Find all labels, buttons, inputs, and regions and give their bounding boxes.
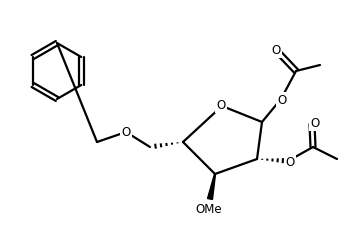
Text: O: O [121,126,131,139]
Text: O: O [216,99,226,112]
Text: O: O [277,94,287,107]
Polygon shape [208,174,216,200]
Text: O: O [310,117,320,130]
Text: O: O [271,44,281,57]
Text: OMe: OMe [196,202,222,216]
Text: O: O [285,156,295,169]
